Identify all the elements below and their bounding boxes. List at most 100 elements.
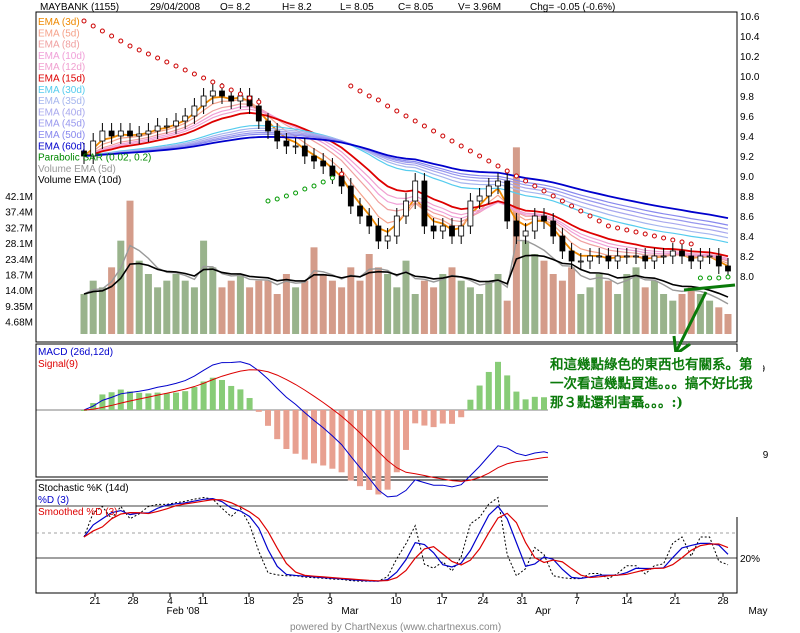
macd-histogram-bar bbox=[412, 410, 419, 424]
sar-dot bbox=[210, 79, 216, 85]
candle-body bbox=[99, 130, 106, 142]
x-tick-label: 17 bbox=[436, 596, 448, 607]
macd-histogram-bar bbox=[209, 377, 216, 410]
legend-entry: EMA (12d) bbox=[38, 62, 85, 73]
ema-45-line bbox=[83, 131, 729, 230]
x-tick-label: 28 bbox=[717, 596, 729, 607]
sar-dot bbox=[348, 83, 354, 89]
x-tick-label: 3 bbox=[327, 596, 333, 607]
sar-dot bbox=[293, 190, 299, 196]
legend-entry: EMA (8d) bbox=[38, 40, 80, 51]
volume-tick-label: 23.4M bbox=[5, 255, 33, 266]
candle-body bbox=[163, 125, 170, 128]
candle-body bbox=[117, 130, 124, 137]
macd-histogram-bar bbox=[531, 396, 538, 410]
sar-dot bbox=[274, 196, 280, 202]
price-tick-label: 9.6 bbox=[740, 112, 754, 123]
volume-bar bbox=[696, 294, 704, 334]
legend-entry: EMA (5d) bbox=[38, 28, 80, 39]
volume-bar bbox=[89, 280, 97, 334]
candle-body bbox=[421, 180, 428, 227]
macd-histogram-bar bbox=[311, 410, 317, 464]
price-tick-label: 10.0 bbox=[740, 72, 760, 83]
legend-entry: EMA (60d) bbox=[38, 141, 85, 152]
macd-histogram-bar bbox=[458, 410, 465, 418]
macd-histogram-bar bbox=[403, 410, 409, 450]
legend-entry: EMA (3d) bbox=[38, 17, 80, 28]
legend-entry: EMA (40d) bbox=[38, 107, 85, 118]
sar-dot bbox=[615, 225, 621, 231]
candle-body bbox=[688, 255, 695, 262]
volume-bar bbox=[209, 267, 217, 334]
legend-entry: EMA (10d) bbox=[38, 51, 85, 62]
volume-ema-lines bbox=[83, 239, 729, 305]
candle-body bbox=[559, 235, 566, 252]
macd-histogram-bar bbox=[246, 398, 253, 410]
sar-dot bbox=[136, 47, 142, 53]
volume-bar bbox=[356, 280, 364, 334]
sar-dot bbox=[541, 188, 547, 194]
macd-histogram-bar bbox=[449, 410, 455, 424]
macd-histogram-bar bbox=[145, 393, 152, 410]
volume-bar bbox=[558, 280, 566, 334]
macd-histogram-bar bbox=[357, 410, 363, 487]
parabolic-sar-dots bbox=[81, 18, 731, 281]
volume-bar bbox=[604, 280, 612, 334]
volume-bar bbox=[439, 274, 447, 334]
candle-body bbox=[623, 255, 630, 258]
sar-dot bbox=[403, 113, 409, 119]
price-tick-label: 9.8 bbox=[740, 92, 754, 103]
volume-bar bbox=[319, 274, 327, 334]
sar-dot bbox=[569, 203, 575, 209]
sar-dot bbox=[99, 28, 105, 34]
sar-dot bbox=[311, 183, 317, 189]
price-tick-label: 10.4 bbox=[740, 32, 760, 43]
candle-body bbox=[495, 180, 501, 187]
candle-body bbox=[706, 255, 713, 258]
legend-entry: EMA (30d) bbox=[38, 85, 85, 96]
volume-bar bbox=[687, 287, 695, 334]
macd-histogram-bar bbox=[301, 410, 308, 460]
volume-bar bbox=[531, 254, 539, 334]
candle-body bbox=[577, 260, 584, 263]
volume-bar bbox=[476, 294, 484, 334]
ema-60-line bbox=[83, 135, 729, 220]
macd-histogram-bar bbox=[522, 399, 529, 410]
price-tick-label: 9.4 bbox=[740, 132, 754, 143]
volume-bar bbox=[328, 280, 336, 334]
sar-dot bbox=[642, 231, 648, 237]
legend-entry: EMA (45d) bbox=[38, 119, 85, 130]
sar-dot bbox=[688, 241, 694, 247]
volume-bars bbox=[80, 147, 732, 334]
macd-histogram-bar bbox=[219, 379, 225, 410]
macd-histogram-bar bbox=[329, 410, 336, 469]
candle-body bbox=[568, 250, 575, 262]
sar-dot bbox=[339, 171, 345, 177]
candle-body bbox=[283, 140, 290, 147]
candle-body bbox=[605, 255, 612, 262]
price-tick-label: 8.0 bbox=[740, 272, 754, 283]
volume-bar bbox=[236, 274, 244, 334]
sar-dot bbox=[449, 138, 455, 144]
sar-dot bbox=[247, 95, 253, 101]
volume-bar bbox=[568, 267, 576, 334]
candle-body bbox=[209, 90, 216, 97]
macd-histogram-bar bbox=[485, 371, 492, 410]
sar-dot bbox=[265, 198, 271, 204]
macd-histogram-bar bbox=[173, 392, 179, 410]
candle-body bbox=[127, 130, 133, 137]
sar-dot bbox=[532, 183, 538, 189]
volume-bar bbox=[411, 294, 419, 334]
candle-body bbox=[485, 185, 492, 197]
volume-tick-label: 28.1M bbox=[5, 239, 33, 250]
candle-body bbox=[154, 125, 161, 132]
header-volume: V= 3.96M bbox=[458, 2, 501, 13]
sar-dot bbox=[421, 123, 427, 129]
volume-tick-label: 37.4M bbox=[5, 208, 33, 219]
volume-bar bbox=[494, 274, 502, 334]
volume-bar bbox=[485, 280, 493, 334]
candle-body bbox=[329, 165, 336, 177]
volume-bar bbox=[522, 240, 530, 334]
sar-dot bbox=[394, 108, 400, 114]
volume-bar bbox=[420, 280, 428, 334]
